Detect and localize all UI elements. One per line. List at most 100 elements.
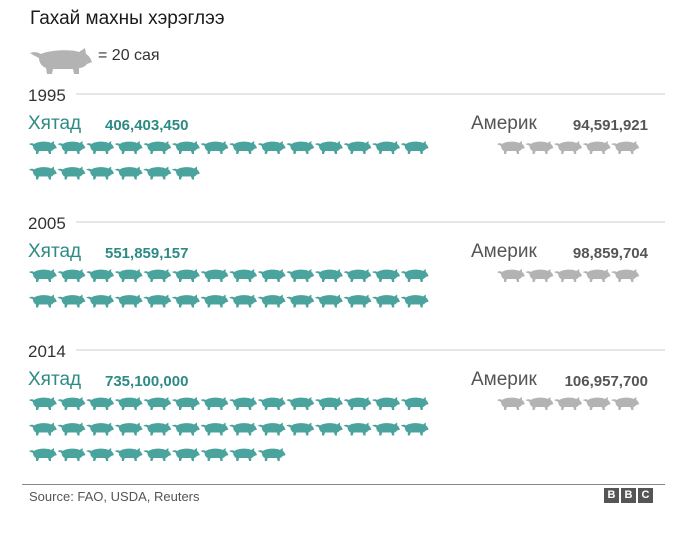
china-pig-icon bbox=[143, 294, 172, 308]
china-pig-icon bbox=[400, 397, 429, 410]
logo-letter: B bbox=[604, 488, 619, 503]
china-value: 406,403,450 bbox=[105, 117, 188, 134]
china-pig-icon bbox=[29, 422, 57, 436]
china-pig-icon bbox=[172, 141, 200, 154]
china-pig-icon bbox=[200, 141, 229, 154]
us-pig-icon bbox=[611, 397, 640, 410]
china-pig-icon bbox=[114, 422, 143, 436]
logo-letter: B bbox=[621, 488, 636, 503]
china-pig-icon bbox=[257, 448, 286, 461]
china-pig-icon bbox=[29, 448, 57, 461]
china-pig-icon bbox=[86, 448, 115, 461]
china-pig-icon bbox=[315, 269, 343, 282]
china-pig-icon bbox=[400, 422, 429, 436]
china-pig-icon bbox=[229, 422, 258, 436]
legend-label: = 20 сая bbox=[98, 47, 160, 64]
china-pig-icon bbox=[114, 397, 143, 410]
year-label: 1995 bbox=[28, 86, 66, 105]
china-pig-icon bbox=[315, 422, 343, 436]
china-pig-icon bbox=[286, 422, 315, 436]
us-pig-icon bbox=[611, 141, 640, 154]
us-pig-icon bbox=[554, 269, 583, 282]
china-pig-icon bbox=[257, 294, 286, 308]
china-pig-icon bbox=[29, 294, 57, 308]
us-pig-icon bbox=[497, 269, 525, 282]
china-pig-icon bbox=[229, 448, 258, 461]
us-pig-icon bbox=[582, 397, 611, 410]
china-pig-icon bbox=[57, 166, 86, 180]
us-pig-icon bbox=[525, 269, 554, 282]
china-label: Хятад bbox=[28, 113, 81, 134]
china-pig-icon bbox=[343, 397, 372, 410]
china-pig-icon bbox=[57, 448, 86, 461]
bottom-divider bbox=[22, 484, 665, 485]
china-pig-icon bbox=[257, 141, 286, 154]
china-pig-icon bbox=[257, 422, 286, 436]
china-pig-icon bbox=[172, 422, 200, 436]
us-value: 94,591,921 bbox=[573, 117, 648, 134]
china-pig-icon bbox=[372, 141, 401, 154]
china-pig-icon bbox=[200, 422, 229, 436]
china-pig-icon bbox=[372, 294, 401, 308]
china-pig-icon bbox=[315, 294, 343, 308]
china-pig-icon bbox=[57, 269, 86, 282]
us-pig-icon bbox=[497, 397, 525, 410]
china-pig-icon bbox=[343, 141, 372, 154]
china-label: Хятад bbox=[28, 241, 81, 262]
china-pig-icon bbox=[315, 397, 343, 410]
china-pig-icon bbox=[86, 141, 115, 154]
china-pig-icon bbox=[114, 166, 143, 180]
source-note: Source: FAO, USDA, Reuters bbox=[29, 489, 200, 504]
us-pig-icon bbox=[525, 397, 554, 410]
china-pig-icon bbox=[372, 397, 401, 410]
china-pig-icon bbox=[229, 141, 258, 154]
us-pig-icon bbox=[525, 141, 554, 154]
china-pig-icon bbox=[114, 269, 143, 282]
us-pig-icon bbox=[554, 397, 583, 410]
china-pig-icon bbox=[200, 448, 229, 461]
china-pig-icon bbox=[143, 269, 172, 282]
us-pig-icon bbox=[582, 141, 611, 154]
china-pig-icon bbox=[29, 269, 57, 282]
china-pig-icon bbox=[86, 422, 115, 436]
china-pig-icon bbox=[315, 141, 343, 154]
china-pig-icon bbox=[143, 448, 172, 461]
china-pig-icon bbox=[143, 397, 172, 410]
china-label: Хятад bbox=[28, 369, 81, 390]
logo-letter: C bbox=[638, 488, 653, 503]
china-pig-icon bbox=[172, 448, 200, 461]
china-pig-icon bbox=[372, 422, 401, 436]
us-pig-icon bbox=[611, 269, 640, 282]
china-pig-icon bbox=[57, 294, 86, 308]
china-pig-icon bbox=[286, 141, 315, 154]
china-value: 735,100,000 bbox=[105, 373, 188, 390]
china-pig-icon bbox=[143, 166, 172, 180]
china-pig-icon bbox=[343, 269, 372, 282]
china-pig-icon bbox=[29, 166, 57, 180]
year-label: 2005 bbox=[28, 214, 66, 233]
china-pig-icon bbox=[343, 294, 372, 308]
china-pig-icon bbox=[114, 141, 143, 154]
china-pig-icon bbox=[286, 269, 315, 282]
china-value: 551,859,157 bbox=[105, 245, 188, 262]
china-pig-icon bbox=[400, 269, 429, 282]
china-pig-icon bbox=[86, 269, 115, 282]
china-pig-icon bbox=[29, 141, 57, 154]
china-pig-icon bbox=[229, 397, 258, 410]
year-label: 2014 bbox=[28, 342, 66, 361]
china-pig-icon bbox=[143, 422, 172, 436]
china-pig-icon bbox=[57, 422, 86, 436]
china-pig-icon bbox=[372, 269, 401, 282]
china-pig-icon bbox=[229, 294, 258, 308]
china-pig-icon bbox=[86, 294, 115, 308]
china-pig-icon bbox=[229, 269, 258, 282]
china-pig-icon bbox=[114, 294, 143, 308]
china-pig-icon bbox=[172, 294, 200, 308]
us-pig-icon bbox=[582, 269, 611, 282]
china-pig-icon bbox=[200, 269, 229, 282]
china-pig-icon bbox=[114, 448, 143, 461]
china-pig-icon bbox=[200, 397, 229, 410]
china-pig-icon bbox=[172, 166, 200, 180]
china-pig-icon bbox=[257, 397, 286, 410]
